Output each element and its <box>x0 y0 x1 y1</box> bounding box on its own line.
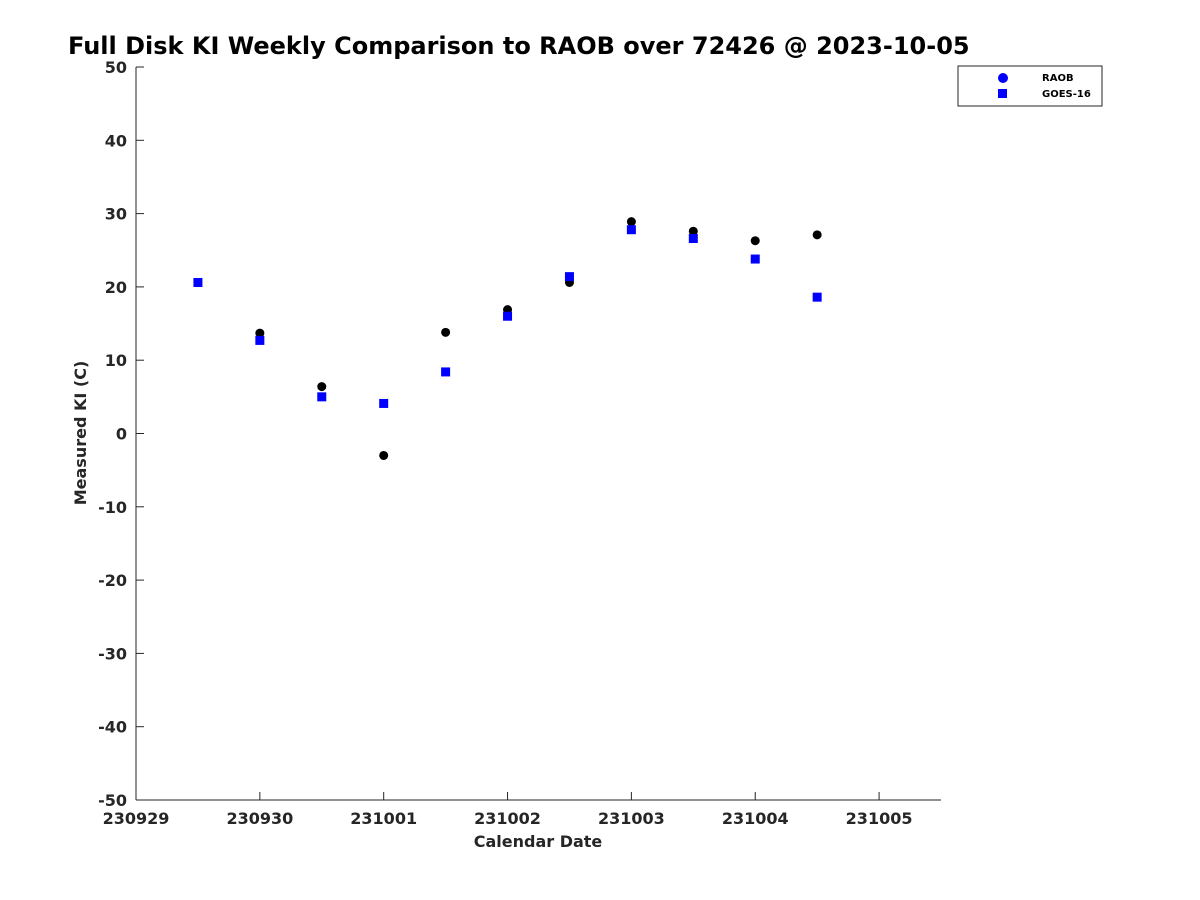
plot-axes <box>135 67 941 801</box>
series-raob <box>255 217 822 460</box>
goes-point <box>626 225 636 235</box>
x-tick-label: 231001 <box>350 809 417 828</box>
raob-point <box>626 217 636 227</box>
legend: RAOB GOES-16 <box>957 65 1103 107</box>
y-tick-label: -10 <box>98 498 127 517</box>
x-tick-label: 231004 <box>722 809 789 828</box>
y-tick-label: 10 <box>105 351 127 370</box>
legend-box <box>957 65 1103 107</box>
goes-point <box>255 335 265 345</box>
raob-point <box>379 450 389 460</box>
y-tick-label: 0 <box>116 425 127 444</box>
raob-point <box>255 328 265 338</box>
y-axis-label: Measured KI (C) <box>71 361 90 506</box>
goes-point <box>564 272 574 282</box>
y-tick-label: 50 <box>105 58 127 77</box>
legend-goes-label: GOES-16 <box>1042 89 1091 100</box>
goes-point <box>317 392 327 402</box>
goes-point <box>441 367 451 377</box>
y-tick-label: -50 <box>98 791 127 810</box>
x-tick-label: 230929 <box>103 809 170 828</box>
chart-title: Full Disk KI Weekly Comparison to RAOB o… <box>68 32 970 60</box>
raob-point <box>317 382 327 392</box>
y-tick-label: 20 <box>105 278 127 297</box>
raob-point <box>750 236 760 246</box>
x-tick-label: 230930 <box>226 809 293 828</box>
y-tick-label: -30 <box>98 644 127 663</box>
data-points <box>193 217 822 460</box>
series-goes-16 <box>193 225 822 408</box>
y-tick-label: 30 <box>105 205 127 224</box>
x-tick-label: 231003 <box>598 809 665 828</box>
y-tick-label: -40 <box>98 718 127 737</box>
legend-goes-marker <box>998 89 1007 98</box>
goes-point <box>379 398 389 408</box>
raob-point <box>812 230 822 240</box>
x-tick-label: 231002 <box>474 809 541 828</box>
goes-point <box>812 292 822 302</box>
legend-raob-label: RAOB <box>1042 73 1074 84</box>
goes-point <box>503 311 513 321</box>
raob-point <box>688 226 698 236</box>
x-tick-label: 231005 <box>846 809 913 828</box>
goes-point <box>193 278 203 288</box>
x-axis-label: Calendar Date <box>474 832 603 851</box>
goes-point <box>688 234 698 244</box>
legend-raob-marker <box>998 73 1008 83</box>
raob-point <box>441 327 451 337</box>
y-tick-label: -20 <box>98 571 127 590</box>
y-tick-label: 40 <box>105 131 127 150</box>
goes-point <box>750 254 760 264</box>
